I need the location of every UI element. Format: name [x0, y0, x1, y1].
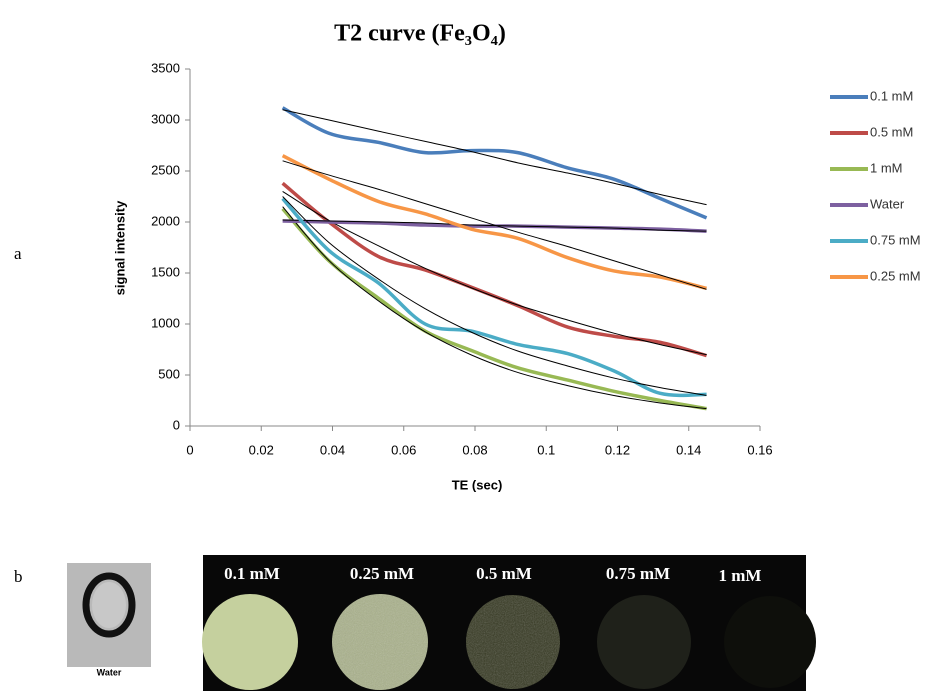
x-tick-label: 0.14 [676, 442, 701, 457]
panel-label: a [14, 244, 22, 263]
sample-label: 1 mM [719, 566, 762, 585]
y-tick-label: 1500 [151, 264, 180, 279]
series-line [283, 209, 707, 409]
y-tick-label: 3000 [151, 111, 180, 126]
panel-b: Water 0.1 mM 0.25 mM 0.5 mM 0.75 mM 1 mM [67, 555, 816, 691]
x-tick-label: 0.08 [462, 442, 487, 457]
sample [202, 594, 298, 690]
x-tick-label: 0.04 [320, 442, 345, 457]
sample [724, 596, 816, 688]
trend-line [283, 161, 707, 290]
sample-label: 0.25 mM [350, 564, 414, 583]
y-tick-label: 1000 [151, 315, 180, 330]
y-tick-label: 2000 [151, 213, 180, 228]
y-tick-label: 3500 [151, 60, 180, 75]
x-tick-label: 0.12 [605, 442, 630, 457]
y-tick-label: 0 [173, 417, 180, 432]
sample-texture [466, 595, 560, 689]
legend-label: 0.25 mM [870, 268, 921, 283]
x-axis-label: TE (sec) [452, 477, 503, 492]
legend-label: 0.75 mM [870, 232, 921, 247]
figure: T2 curve (Fe₃O₄) a b TE (sec) signal int… [0, 0, 949, 691]
chart-title: T2 curve (Fe₃O₄) [334, 21, 506, 47]
water-label: Water [97, 667, 122, 677]
y-axis-label: signal intensity [112, 200, 127, 295]
sample-label: 0.5 mM [476, 564, 532, 583]
page: {"chart_data": {"type": "line", "title":… [0, 0, 949, 696]
sample-label: 0.75 mM [606, 564, 670, 583]
x-tick-label: 0.1 [537, 442, 555, 457]
water-core [92, 582, 126, 628]
y-tick-label: 2500 [151, 162, 180, 177]
trend-line [283, 110, 707, 205]
x-tick-label: 0.06 [391, 442, 416, 457]
sample-label: 0.1 mM [224, 564, 280, 583]
legend-label: 0.5 mM [870, 124, 913, 139]
legend-label: 0.1 mM [870, 88, 913, 103]
x-tick-label: 0 [186, 442, 193, 457]
panel-label: b [14, 567, 23, 586]
legend-label: Water [870, 196, 905, 211]
sample [597, 595, 691, 689]
x-tick-label: 0.16 [747, 442, 772, 457]
x-tick-label: 0.02 [249, 442, 274, 457]
sample-texture [332, 594, 428, 690]
y-tick-label: 500 [158, 366, 180, 381]
legend-label: 1 mM [870, 160, 903, 175]
